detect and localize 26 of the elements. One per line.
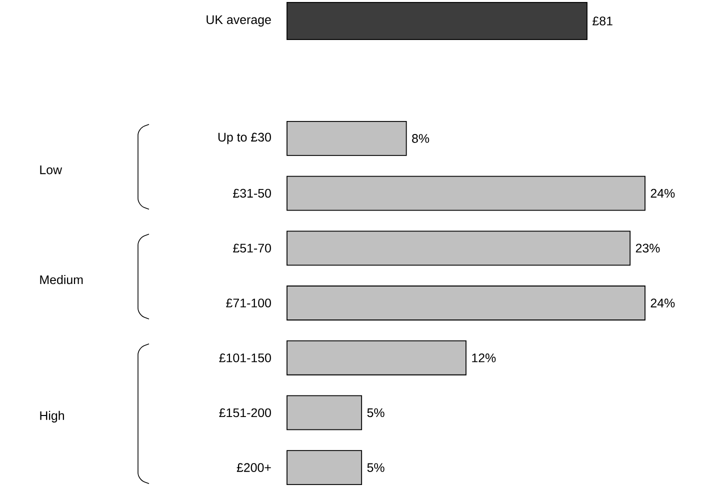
data-label: 5% — [367, 408, 384, 418]
data-label: 8% — [412, 134, 430, 143]
bar — [286, 230, 631, 266]
y-tick-label: £151-200 — [219, 408, 271, 418]
y-tick-label: £31-50 — [233, 188, 271, 198]
y-tick-label: £200+ — [236, 463, 271, 472]
data-label: 12% — [472, 353, 496, 362]
y-tick-label: UK average — [206, 15, 271, 27]
y-tick-label: Up to £30 — [218, 132, 271, 144]
text: High — [40, 410, 64, 423]
bar — [286, 120, 407, 156]
bar — [286, 176, 646, 211]
text: Medium — [40, 274, 83, 284]
y-tick-label: £51-70 — [233, 244, 271, 253]
text: Low — [40, 166, 62, 174]
bar — [286, 340, 466, 376]
bar — [286, 286, 646, 320]
bar — [286, 450, 362, 486]
data-label: 23% — [636, 244, 660, 253]
data-label: 24% — [650, 188, 675, 198]
data-label: £81 — [592, 16, 612, 26]
bar — [286, 395, 362, 430]
y-tick-label: £101-150 — [219, 353, 271, 362]
data-label: 5% — [367, 463, 384, 472]
data-label: 24% — [650, 298, 675, 308]
y-tick-label: £71-100 — [226, 298, 271, 308]
